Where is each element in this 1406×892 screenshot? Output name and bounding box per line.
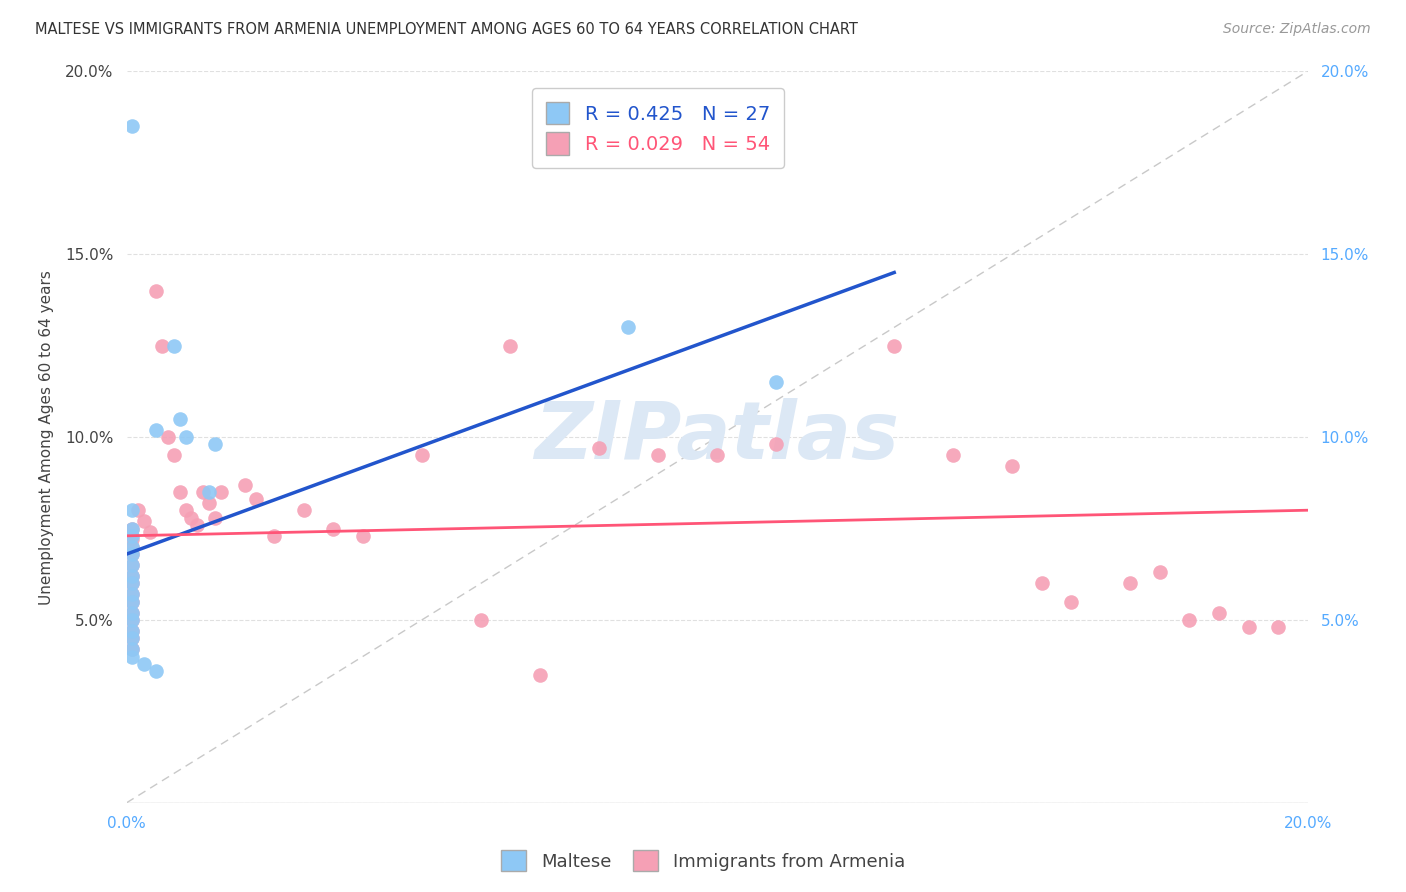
Legend: Maltese, Immigrants from Armenia: Maltese, Immigrants from Armenia xyxy=(494,843,912,879)
Text: Source: ZipAtlas.com: Source: ZipAtlas.com xyxy=(1223,22,1371,37)
Point xyxy=(121,533,143,547)
Point xyxy=(121,594,143,608)
Point xyxy=(352,529,374,543)
Point xyxy=(174,503,197,517)
Point xyxy=(121,521,143,535)
Point xyxy=(647,448,669,462)
Point xyxy=(145,423,167,437)
Point xyxy=(121,594,143,608)
Point xyxy=(245,492,267,507)
Point xyxy=(529,667,551,681)
Point xyxy=(174,430,197,444)
Point xyxy=(121,569,143,583)
Point xyxy=(121,503,143,517)
Text: MALTESE VS IMMIGRANTS FROM ARMENIA UNEMPLOYMENT AMONG AGES 60 TO 64 YEARS CORREL: MALTESE VS IMMIGRANTS FROM ARMENIA UNEMP… xyxy=(35,22,858,37)
Point xyxy=(121,540,143,554)
Point xyxy=(198,496,221,510)
Point xyxy=(883,338,905,352)
Point xyxy=(121,624,143,638)
Point xyxy=(765,375,787,389)
Point xyxy=(121,624,143,638)
Point xyxy=(121,569,143,583)
Point xyxy=(121,642,143,657)
Legend: R = 0.425   N = 27, R = 0.029   N = 54: R = 0.425 N = 27, R = 0.029 N = 54 xyxy=(533,88,783,169)
Point xyxy=(121,606,143,620)
Point xyxy=(1178,613,1201,627)
Point xyxy=(121,576,143,591)
Point xyxy=(150,338,173,352)
Point xyxy=(180,510,202,524)
Point xyxy=(121,613,143,627)
Point xyxy=(1060,594,1083,608)
Point xyxy=(1267,620,1289,634)
Point xyxy=(121,576,143,591)
Point xyxy=(121,587,143,601)
Point xyxy=(145,284,167,298)
Point xyxy=(169,485,191,500)
Point xyxy=(186,517,208,532)
Point xyxy=(121,587,143,601)
Point xyxy=(139,525,162,540)
Y-axis label: Unemployment Among Ages 60 to 64 years: Unemployment Among Ages 60 to 64 years xyxy=(39,269,53,605)
Point xyxy=(1031,576,1053,591)
Point xyxy=(706,448,728,462)
Point xyxy=(134,514,156,528)
Point xyxy=(121,558,143,573)
Point xyxy=(204,437,226,451)
Point xyxy=(121,558,143,573)
Point xyxy=(163,448,186,462)
Point xyxy=(121,521,143,535)
Point xyxy=(1149,566,1171,580)
Point xyxy=(121,632,143,646)
Point xyxy=(145,664,167,678)
Point xyxy=(499,338,522,352)
Point xyxy=(134,657,156,671)
Point xyxy=(121,120,143,134)
Point xyxy=(765,437,787,451)
Point xyxy=(127,503,149,517)
Point xyxy=(121,529,143,543)
Point xyxy=(121,642,143,657)
Point xyxy=(1208,606,1230,620)
Point xyxy=(588,441,610,455)
Point xyxy=(169,412,191,426)
Point xyxy=(121,540,143,554)
Point xyxy=(121,649,143,664)
Point xyxy=(233,477,256,491)
Text: ZIPatlas: ZIPatlas xyxy=(534,398,900,476)
Point xyxy=(322,521,344,535)
Point xyxy=(193,485,215,500)
Point xyxy=(1119,576,1142,591)
Point xyxy=(292,503,315,517)
Point xyxy=(198,485,221,500)
Point xyxy=(470,613,492,627)
Point xyxy=(204,510,226,524)
Point xyxy=(1237,620,1260,634)
Point xyxy=(121,632,143,646)
Point xyxy=(156,430,179,444)
Point xyxy=(209,485,232,500)
Point xyxy=(163,338,186,352)
Point xyxy=(121,606,143,620)
Point xyxy=(617,320,640,334)
Point xyxy=(121,613,143,627)
Point xyxy=(121,547,143,561)
Point xyxy=(411,448,433,462)
Point xyxy=(942,448,965,462)
Point xyxy=(1001,459,1024,474)
Point xyxy=(121,547,143,561)
Point xyxy=(263,529,285,543)
